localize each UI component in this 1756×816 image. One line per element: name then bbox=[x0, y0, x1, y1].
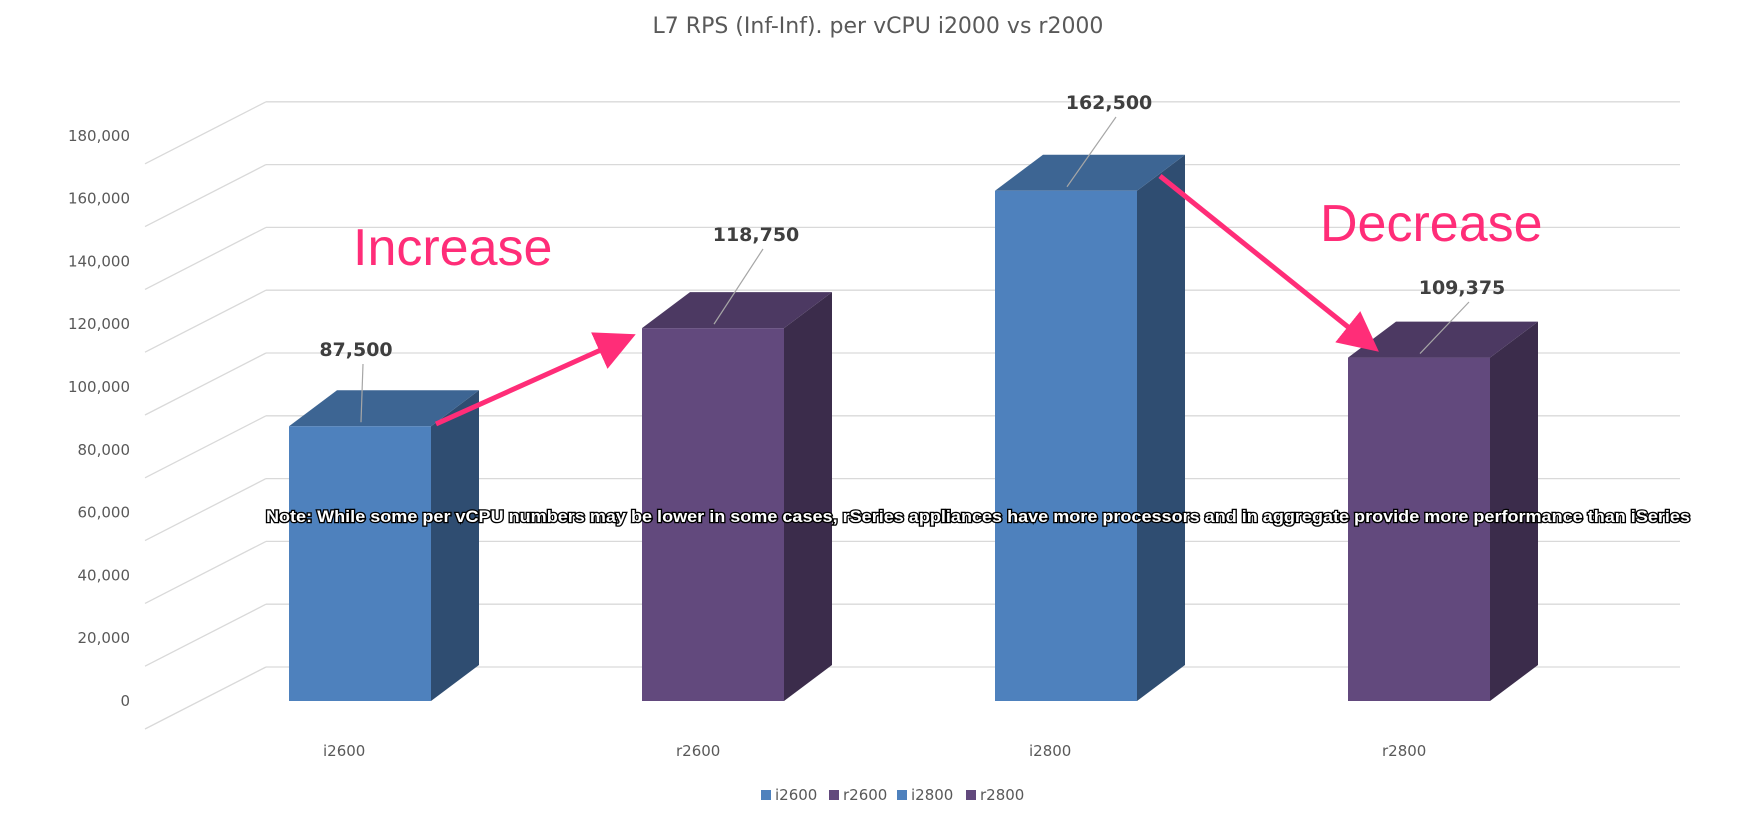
data-label-leader bbox=[1066, 116, 1117, 188]
y-tick-label: 0 bbox=[120, 692, 130, 710]
bar-front bbox=[642, 328, 784, 701]
gridline-diagonal bbox=[144, 540, 267, 604]
y-tick-label: 160,000 bbox=[68, 190, 130, 208]
legend: i2600 r2600 i2800 r2800 bbox=[761, 786, 1024, 804]
annotations: Increase Decrease bbox=[353, 174, 1543, 427]
bar-top bbox=[289, 390, 479, 427]
data-label: 162,500 bbox=[1066, 92, 1153, 114]
y-tick-label: 180,000 bbox=[68, 127, 130, 145]
gridline-diagonal bbox=[144, 352, 267, 416]
legend-item: r2600 bbox=[829, 786, 887, 804]
bar-front bbox=[995, 190, 1137, 701]
x-tick-label: i2600 bbox=[323, 742, 365, 760]
data-label-leader bbox=[713, 248, 764, 325]
gridline-diagonal bbox=[144, 478, 267, 542]
x-tick-label: i2800 bbox=[1029, 742, 1071, 760]
data-label-leader bbox=[1419, 301, 1470, 354]
gridline-diagonal bbox=[144, 226, 267, 290]
legend-item: r2800 bbox=[966, 786, 1024, 804]
decrease-arrow bbox=[1158, 174, 1379, 352]
data-label: 118,750 bbox=[713, 224, 800, 246]
x-axis-ticks: i2600 r2600 i2800 r2800 bbox=[323, 742, 1426, 760]
bar-front bbox=[289, 426, 431, 701]
bar-side bbox=[784, 292, 832, 701]
y-tick-label: 80,000 bbox=[78, 441, 131, 459]
y-tick-label: 100,000 bbox=[68, 378, 130, 396]
y-tick-label: 120,000 bbox=[68, 315, 130, 333]
decrease-annotation: Decrease bbox=[1320, 195, 1543, 253]
data-labels: 87,500 118,750 162,500 109,375 bbox=[319, 92, 1506, 423]
legend-swatch bbox=[966, 790, 976, 800]
legend-label: r2600 bbox=[843, 786, 887, 804]
gridline-diagonal bbox=[144, 289, 267, 353]
bars bbox=[289, 154, 1538, 701]
chart-title: L7 RPS (Inf-Inf). per vCPU i2000 vs r200… bbox=[653, 14, 1104, 39]
gridline-diagonal bbox=[144, 603, 267, 667]
gridline-diagonal bbox=[144, 164, 267, 228]
note-text: Note: While some per vCPU numbers may be… bbox=[266, 507, 1690, 526]
increase-annotation: Increase bbox=[353, 219, 552, 277]
legend-swatch bbox=[897, 790, 907, 800]
bar-r2600 bbox=[642, 292, 832, 701]
bar-top bbox=[995, 154, 1185, 191]
bar-top bbox=[1348, 321, 1538, 358]
y-tick-label: 20,000 bbox=[78, 629, 131, 647]
legend-item: i2600 bbox=[761, 786, 817, 804]
bar-top bbox=[642, 292, 832, 329]
legend-label: i2800 bbox=[911, 786, 953, 804]
bar-side bbox=[431, 390, 479, 701]
bar-side bbox=[1490, 321, 1538, 701]
x-tick-label: r2600 bbox=[676, 742, 720, 760]
legend-swatch bbox=[829, 790, 839, 800]
gridline-diagonal bbox=[144, 101, 267, 165]
increase-arrow bbox=[434, 332, 636, 427]
bar-side bbox=[1137, 154, 1185, 701]
y-tick-label: 40,000 bbox=[78, 566, 131, 584]
data-label-leader bbox=[360, 363, 364, 423]
bar-r2800 bbox=[1348, 321, 1538, 701]
legend-item: i2800 bbox=[897, 786, 953, 804]
x-tick-label: r2800 bbox=[1382, 742, 1426, 760]
bar-i2800 bbox=[995, 154, 1185, 701]
y-tick-label: 140,000 bbox=[68, 252, 130, 270]
legend-label: i2600 bbox=[775, 786, 817, 804]
legend-swatch bbox=[761, 790, 771, 800]
data-label: 109,375 bbox=[1419, 277, 1506, 299]
y-axis-ticks: 0 20,000 40,000 60,000 80,000 100,000 120,000 1… bbox=[68, 127, 130, 710]
bar-front bbox=[1348, 357, 1490, 701]
legend-label: r2800 bbox=[980, 786, 1024, 804]
gridline-diagonal bbox=[144, 666, 267, 730]
data-label: 87,500 bbox=[319, 339, 392, 361]
gridline-diagonal bbox=[144, 415, 267, 479]
bar-i2600 bbox=[289, 390, 479, 701]
y-tick-label: 60,000 bbox=[78, 504, 131, 522]
